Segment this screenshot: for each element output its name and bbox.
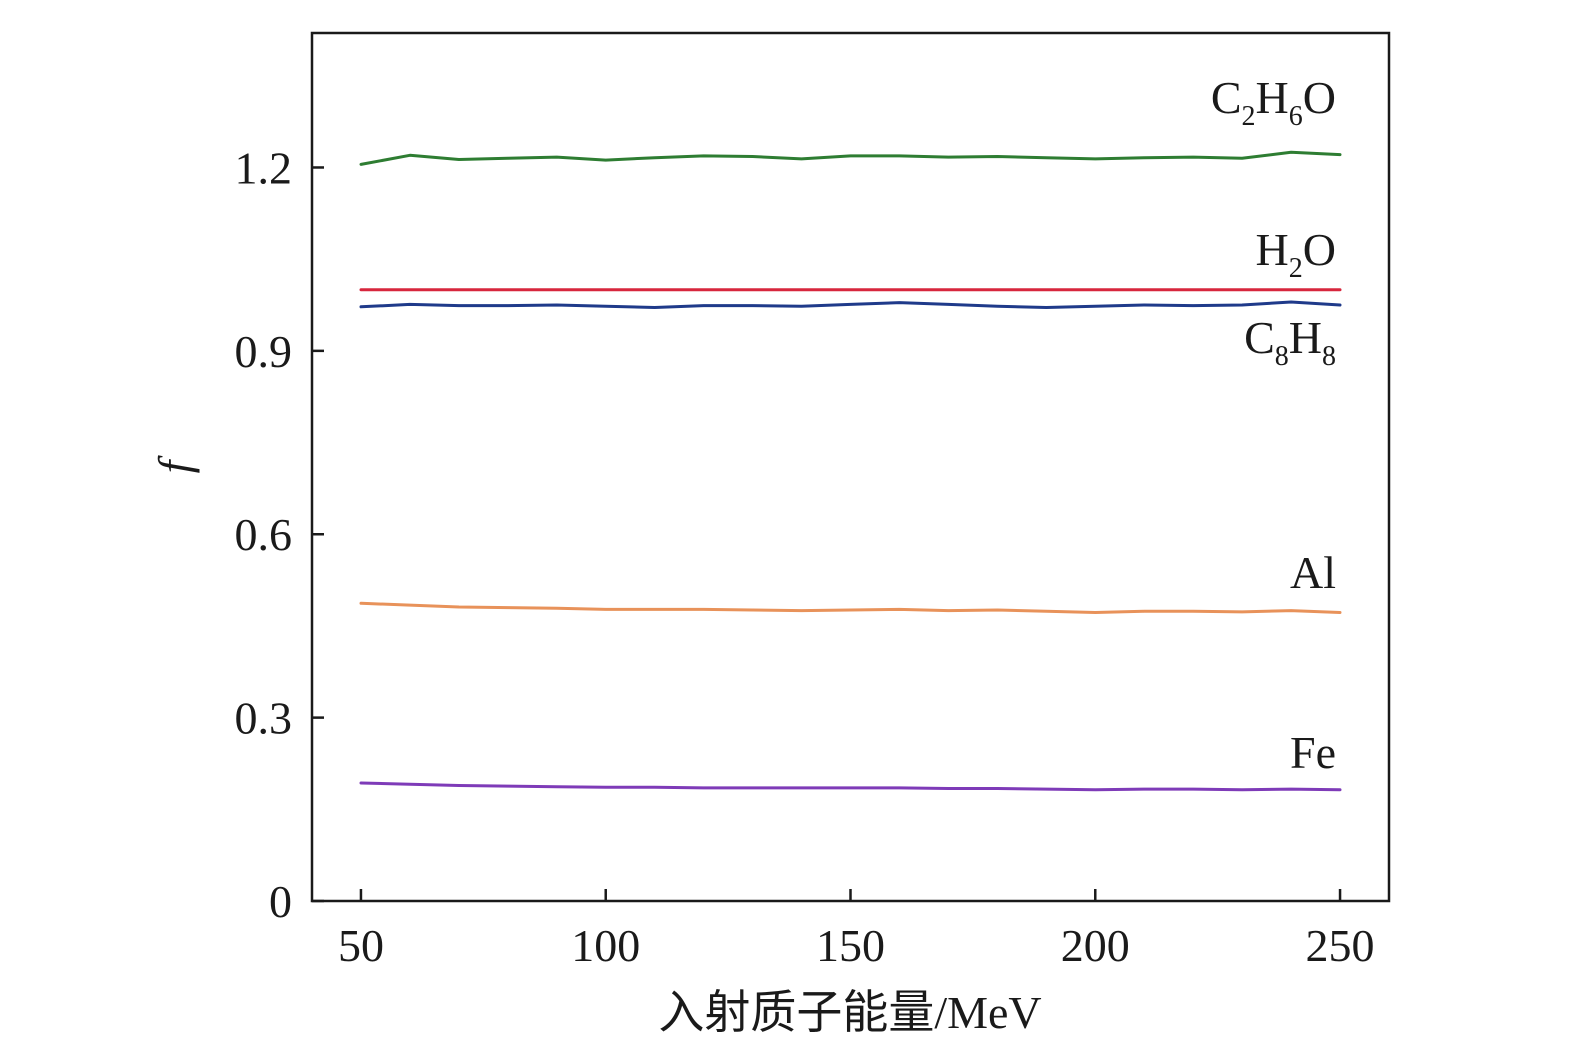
- series-label-fe: Fe: [1290, 727, 1336, 778]
- series-label-h2o: H2O: [1256, 224, 1336, 284]
- series-label-subscript: 2: [1242, 101, 1256, 132]
- series-label-text: H: [1256, 72, 1289, 123]
- plot-frame: [310, 31, 1391, 903]
- x-tick-label: 250: [1306, 920, 1375, 971]
- series-label-text: O: [1303, 72, 1336, 123]
- y-axis-title: f: [149, 454, 200, 473]
- x-tick-label: 50: [338, 920, 384, 971]
- series-label-text: Fe: [1290, 727, 1336, 778]
- series-line-c8h8: [359, 300, 1342, 309]
- y-tick-label: 0.6: [235, 509, 293, 560]
- series-label-subscript: 8: [1275, 341, 1289, 372]
- series-label-subscript: 8: [1322, 341, 1336, 372]
- series-label-text: O: [1303, 224, 1336, 275]
- series-label-text: C: [1211, 72, 1242, 123]
- series-line-c2h6o: [359, 150, 1342, 166]
- series-label-subscript: 2: [1289, 253, 1303, 284]
- axis-ticks: [312, 166, 1342, 903]
- series-label-text: H: [1289, 312, 1322, 363]
- series-label-subscript: 6: [1289, 101, 1303, 132]
- x-tick-label: 200: [1061, 920, 1130, 971]
- series-line-al: [359, 601, 1342, 614]
- y-tick-label: 0.3: [235, 693, 293, 744]
- x-axis-title: 入射质子能量/MeV: [658, 987, 1041, 1038]
- series-label-c8h8: C8H8: [1244, 312, 1336, 372]
- series-line-fe: [359, 781, 1342, 792]
- series-label-al: Al: [1290, 547, 1336, 598]
- axis-tick-labels: 50 100 150 200 250 0 0.3 0.6 0.9 1.2: [235, 142, 1375, 971]
- series-lines: [359, 150, 1342, 792]
- series-label-text: C: [1244, 312, 1275, 363]
- x-tick-label: 150: [816, 920, 885, 971]
- series-label-text: Al: [1290, 547, 1336, 598]
- y-tick-label: 0: [269, 876, 292, 927]
- y-tick-label: 0.9: [235, 326, 293, 377]
- x-tick-label: 100: [571, 920, 640, 971]
- y-tick-label: 1.2: [235, 142, 293, 193]
- series-label-text: H: [1256, 224, 1289, 275]
- series-label-c2h6o: C2H6O: [1211, 72, 1336, 132]
